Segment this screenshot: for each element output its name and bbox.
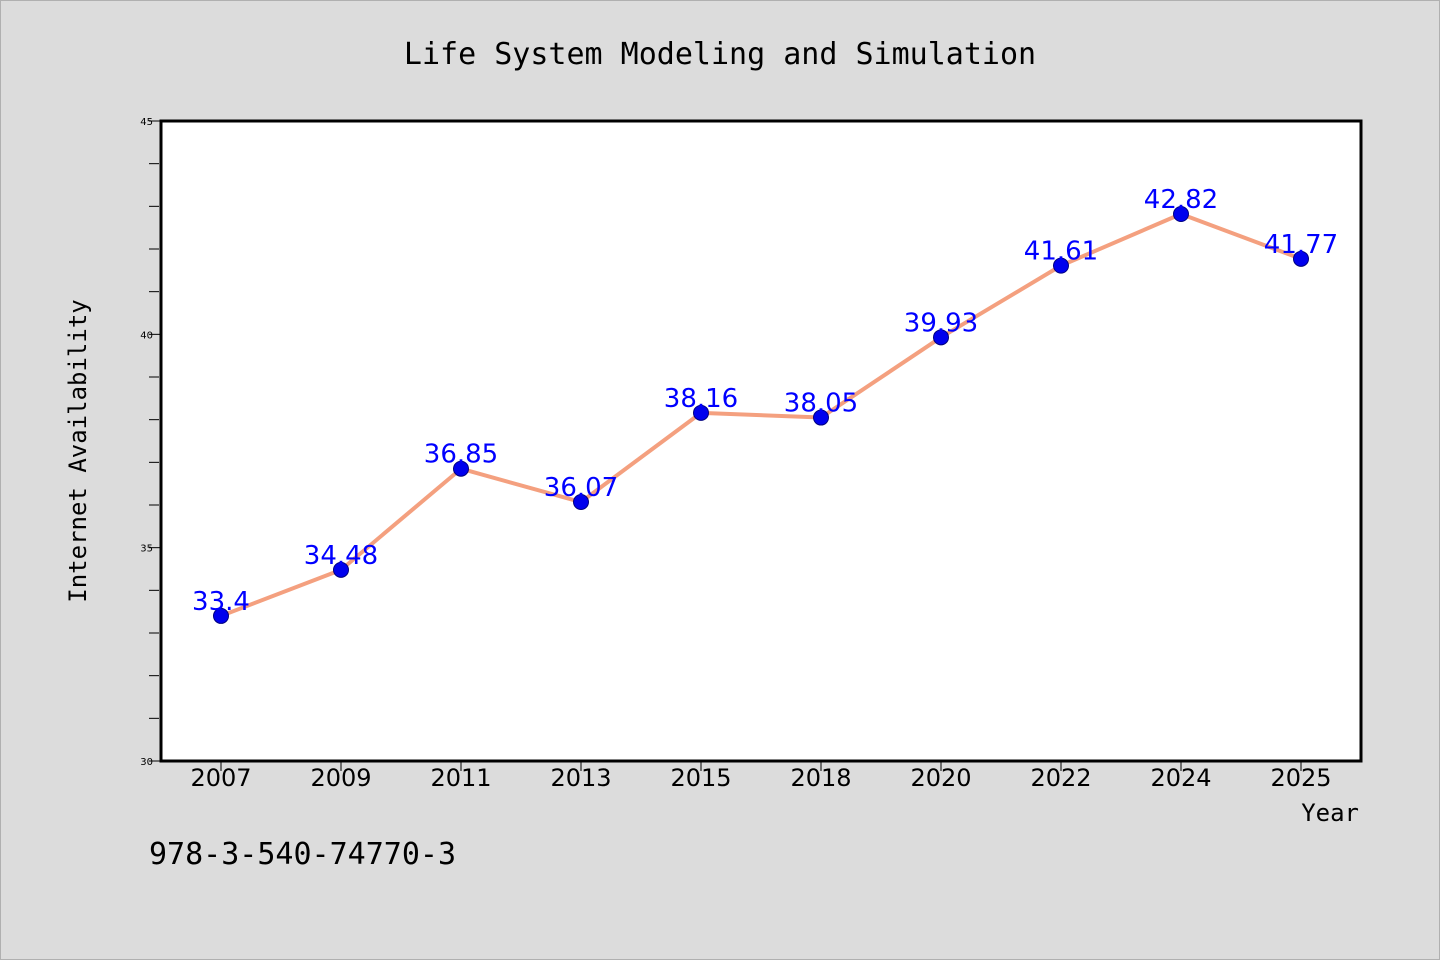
data-point <box>1293 250 1309 267</box>
data-point <box>1053 257 1069 274</box>
footnote-isbn: 978-3-540-74770-3 <box>149 837 456 872</box>
data-label: 41.61 <box>1024 237 1098 267</box>
x-tick-label: 2015 <box>670 764 731 792</box>
x-tick-label: 2007 <box>190 764 251 792</box>
y-tick-label: 40 <box>140 330 153 341</box>
data-label: 38.16 <box>664 384 738 414</box>
data-label: 41.77 <box>1264 230 1338 260</box>
series-line <box>219 212 1303 618</box>
plot-area <box>159 119 1363 763</box>
data-point <box>933 329 949 346</box>
x-tick-label: 2018 <box>790 764 851 792</box>
data-point <box>1173 206 1189 223</box>
data-point <box>453 460 469 477</box>
x-tick-label: 2024 <box>1150 764 1211 792</box>
data-point <box>693 404 709 421</box>
data-label: 36.07 <box>544 473 618 503</box>
x-tick-label: 2009 <box>310 764 371 792</box>
data-point <box>213 607 229 624</box>
x-tick-label: 2025 <box>1270 764 1331 792</box>
y-axis: 30 35 40 45 <box>140 117 161 768</box>
x-axis-title: Year <box>1301 799 1359 827</box>
y-tick-label: 35 <box>140 544 153 555</box>
chart-title: Life System Modeling and Simulation <box>404 37 1036 72</box>
data-point <box>333 561 349 578</box>
data-label: 34.48 <box>304 541 378 571</box>
data-label: 39.93 <box>904 308 978 338</box>
x-tick-label: 2013 <box>550 764 611 792</box>
data-label: 42.82 <box>1144 185 1218 215</box>
x-axis: 2007 2009 2011 2013 2015 2018 2020 2022 2024 2025 <box>190 761 1332 792</box>
data-label: 38.05 <box>784 389 858 419</box>
y-axis-title: Internet Availability <box>64 299 92 602</box>
data-label: 33.4 <box>192 587 250 617</box>
data-point <box>813 409 829 426</box>
y-tick-label: 30 <box>140 757 153 768</box>
x-tick-label: 2011 <box>430 764 491 792</box>
series-layer: 33.4 34.48 36.85 36.07 38.16 38.05 39.93 41.61 4… <box>192 185 1338 624</box>
x-tick-label: 2022 <box>1030 764 1091 792</box>
data-label: 36.85 <box>424 440 498 470</box>
data-point <box>573 494 589 511</box>
x-tick-label: 2020 <box>910 764 971 792</box>
y-tick-label: 45 <box>140 117 153 128</box>
